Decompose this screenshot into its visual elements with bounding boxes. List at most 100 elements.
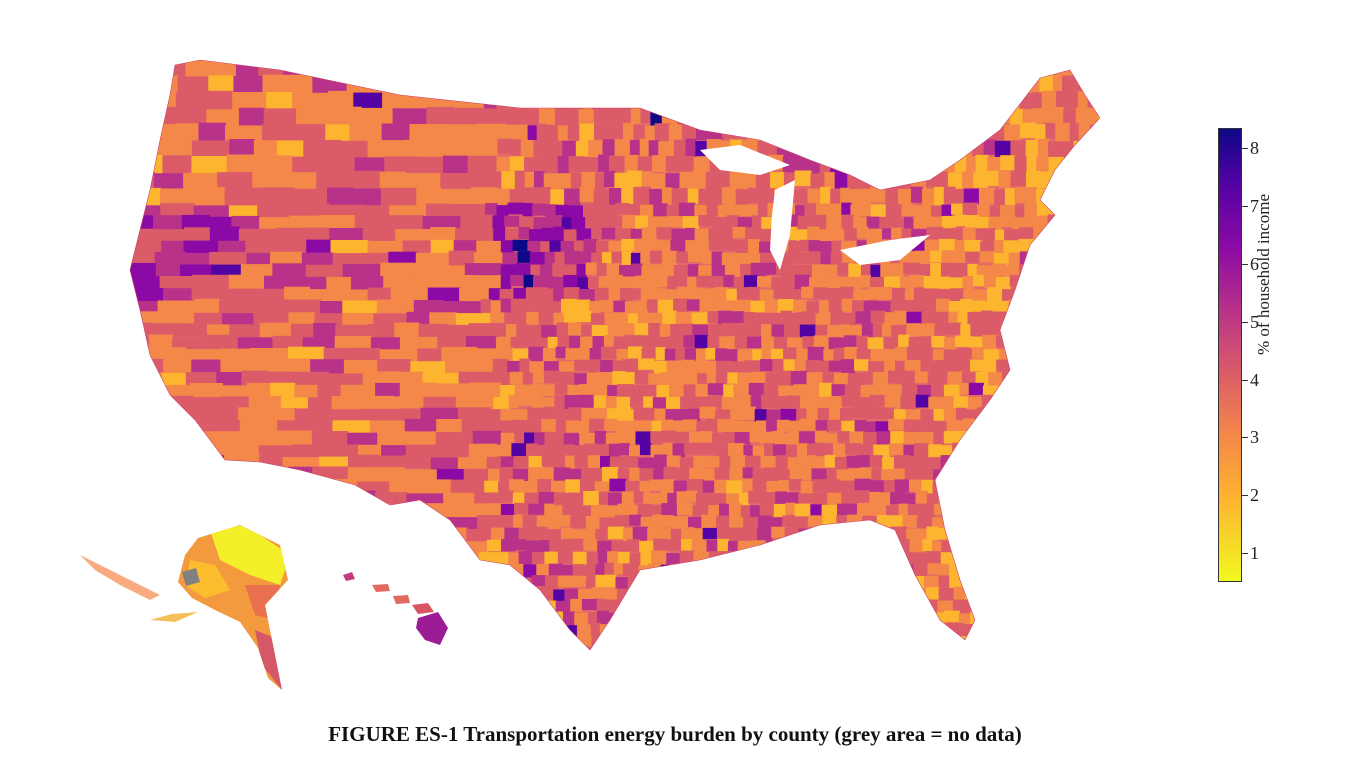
county-cell — [686, 479, 704, 495]
county-cell — [755, 420, 768, 433]
county-cell — [449, 599, 479, 616]
county-cell — [785, 395, 802, 408]
county-cell — [698, 442, 715, 455]
county-cell — [954, 214, 967, 227]
county-cell — [624, 154, 639, 175]
county-cell — [760, 253, 774, 266]
county-cell — [298, 611, 330, 638]
county-cell — [578, 421, 591, 437]
county-cell — [943, 186, 956, 204]
county-cell — [784, 324, 801, 338]
county-cell — [594, 124, 610, 144]
county-cell — [638, 565, 650, 580]
county-cell — [1102, 600, 1113, 611]
county-cell — [701, 514, 718, 531]
county-cell — [972, 563, 988, 578]
county-cell — [307, 397, 333, 411]
county-cell — [1009, 611, 1024, 626]
county-cell — [767, 140, 778, 160]
county-cell — [580, 336, 594, 349]
county-cell — [714, 287, 728, 300]
county-cell — [846, 455, 858, 468]
county-cell — [524, 492, 540, 506]
county-cell — [869, 455, 884, 468]
county-cell — [507, 360, 521, 374]
county-cell — [819, 155, 832, 175]
county-cell — [971, 138, 985, 157]
county-cell — [346, 551, 382, 575]
county-cell — [919, 264, 932, 277]
county-cell — [648, 61, 661, 77]
county-cell — [735, 240, 749, 256]
colorbar-tick-label: 2 — [1250, 485, 1259, 506]
county-cell — [837, 503, 849, 517]
county-cell — [540, 384, 556, 396]
county-cell — [491, 637, 507, 649]
county-cell — [1101, 349, 1114, 361]
county-cell — [849, 189, 860, 207]
county-cell — [886, 551, 903, 567]
county-cell — [717, 538, 729, 555]
county-cell — [1030, 623, 1047, 639]
county-cell — [693, 361, 707, 375]
county-cell — [423, 396, 457, 411]
county-cell — [774, 336, 788, 350]
county-cell — [746, 336, 763, 349]
county-cell — [783, 108, 800, 128]
county-cell — [633, 491, 645, 503]
county-cell — [826, 550, 838, 564]
county-cell — [782, 156, 797, 174]
county-cell — [661, 503, 678, 517]
county-cell — [867, 337, 885, 349]
county-cell — [1021, 503, 1033, 517]
county-cell — [296, 106, 327, 125]
county-cell — [495, 587, 506, 601]
county-cell — [698, 431, 713, 445]
county-cell — [666, 204, 680, 217]
county-cell — [534, 432, 546, 449]
county-cell — [943, 349, 959, 364]
county-cell — [130, 480, 151, 504]
county-cell — [627, 539, 641, 552]
county-cell — [873, 141, 887, 158]
county-cell — [538, 61, 555, 78]
county-cell — [777, 77, 792, 96]
county-cell — [543, 406, 554, 423]
county-cell — [1090, 479, 1100, 494]
county-cell — [610, 622, 627, 638]
county-cell — [586, 552, 599, 568]
county-cell — [860, 563, 878, 577]
county-cell — [853, 289, 870, 303]
county-cell — [801, 286, 815, 299]
county-cell — [835, 611, 847, 624]
county-cell — [983, 275, 997, 288]
county-cell — [558, 173, 572, 189]
county-cell — [1102, 528, 1118, 540]
county-cell — [684, 347, 697, 361]
county-cell — [863, 432, 878, 448]
county-cell — [576, 228, 593, 241]
county-cell — [555, 636, 567, 650]
county-cell — [524, 300, 537, 317]
county-cell — [608, 443, 621, 459]
county-cell — [675, 311, 693, 325]
county-cell — [625, 480, 641, 494]
county-cell — [859, 467, 873, 479]
county-cell — [666, 360, 684, 373]
county-cell — [680, 610, 692, 627]
county-cell — [736, 299, 752, 313]
county-cell — [707, 383, 725, 396]
county-cell — [594, 431, 607, 445]
county-cell — [708, 238, 723, 251]
county-cell — [1100, 61, 1117, 80]
county-cell — [1101, 251, 1113, 263]
county-cell — [557, 444, 575, 459]
county-cell — [918, 601, 930, 613]
county-cell — [971, 479, 986, 494]
county-cell — [721, 252, 736, 269]
county-cell — [956, 263, 969, 278]
county-cell — [694, 228, 710, 243]
county-cell — [329, 529, 354, 552]
county-cell — [967, 264, 978, 280]
county-cell — [393, 539, 430, 566]
